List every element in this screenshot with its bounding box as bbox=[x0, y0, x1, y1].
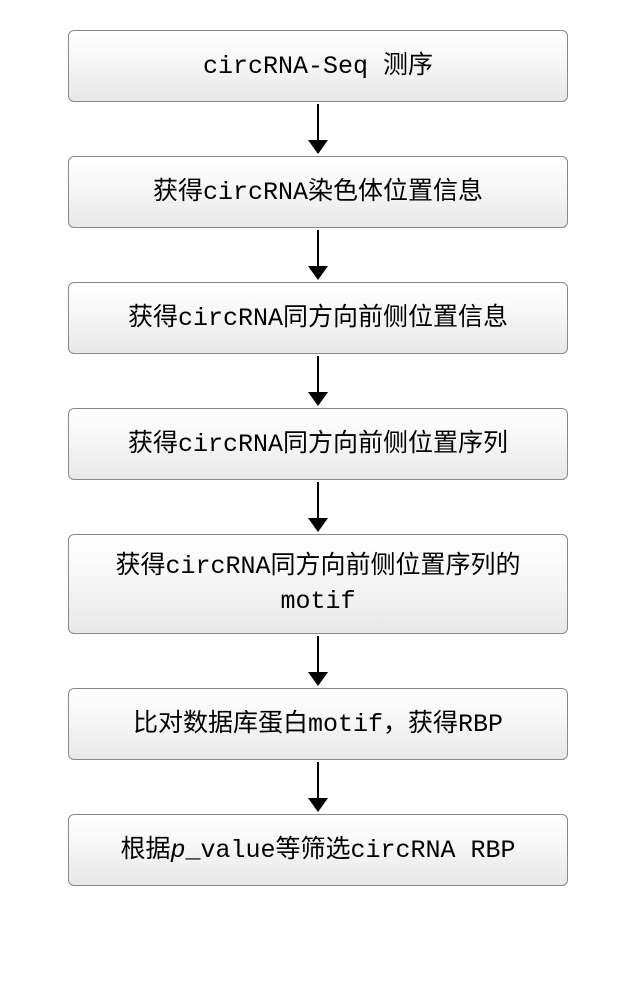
flow-node-label: 根据p_value等筛选circRNA RBP bbox=[120, 833, 515, 868]
flow-arrow-0-1 bbox=[308, 104, 328, 154]
flow-arrow-5-6 bbox=[308, 762, 328, 812]
flow-arrow-4-5 bbox=[308, 636, 328, 686]
flow-node-label: 获得circRNA同方向前侧位置序列 bbox=[128, 427, 508, 462]
flow-node-3: 获得circRNA同方向前侧位置序列 bbox=[68, 408, 568, 480]
flow-node-4: 获得circRNA同方向前侧位置序列的 motif bbox=[68, 534, 568, 634]
flow-arrow-1-2 bbox=[308, 230, 328, 280]
flowchart-container: circRNA-Seq 测序 获得circRNA染色体位置信息 获得circRN… bbox=[68, 30, 568, 1000]
flow-node-6: 根据p_value等筛选circRNA RBP bbox=[68, 814, 568, 886]
flow-node-0: circRNA-Seq 测序 bbox=[68, 30, 568, 102]
flow-node-label: 获得circRNA同方向前侧位置序列的 motif bbox=[115, 549, 520, 619]
flow-node-5: 比对数据库蛋白motif，获得RBP bbox=[68, 688, 568, 760]
flow-node-2: 获得circRNA同方向前侧位置信息 bbox=[68, 282, 568, 354]
flow-node-1: 获得circRNA染色体位置信息 bbox=[68, 156, 568, 228]
flow-node-label: circRNA-Seq 测序 bbox=[203, 49, 433, 84]
flow-arrow-2-3 bbox=[308, 356, 328, 406]
flow-node-label: 获得circRNA染色体位置信息 bbox=[153, 175, 483, 210]
flow-arrow-3-4 bbox=[308, 482, 328, 532]
flow-node-label: 获得circRNA同方向前侧位置信息 bbox=[128, 301, 508, 336]
flow-node-label: 比对数据库蛋白motif，获得RBP bbox=[133, 707, 503, 742]
